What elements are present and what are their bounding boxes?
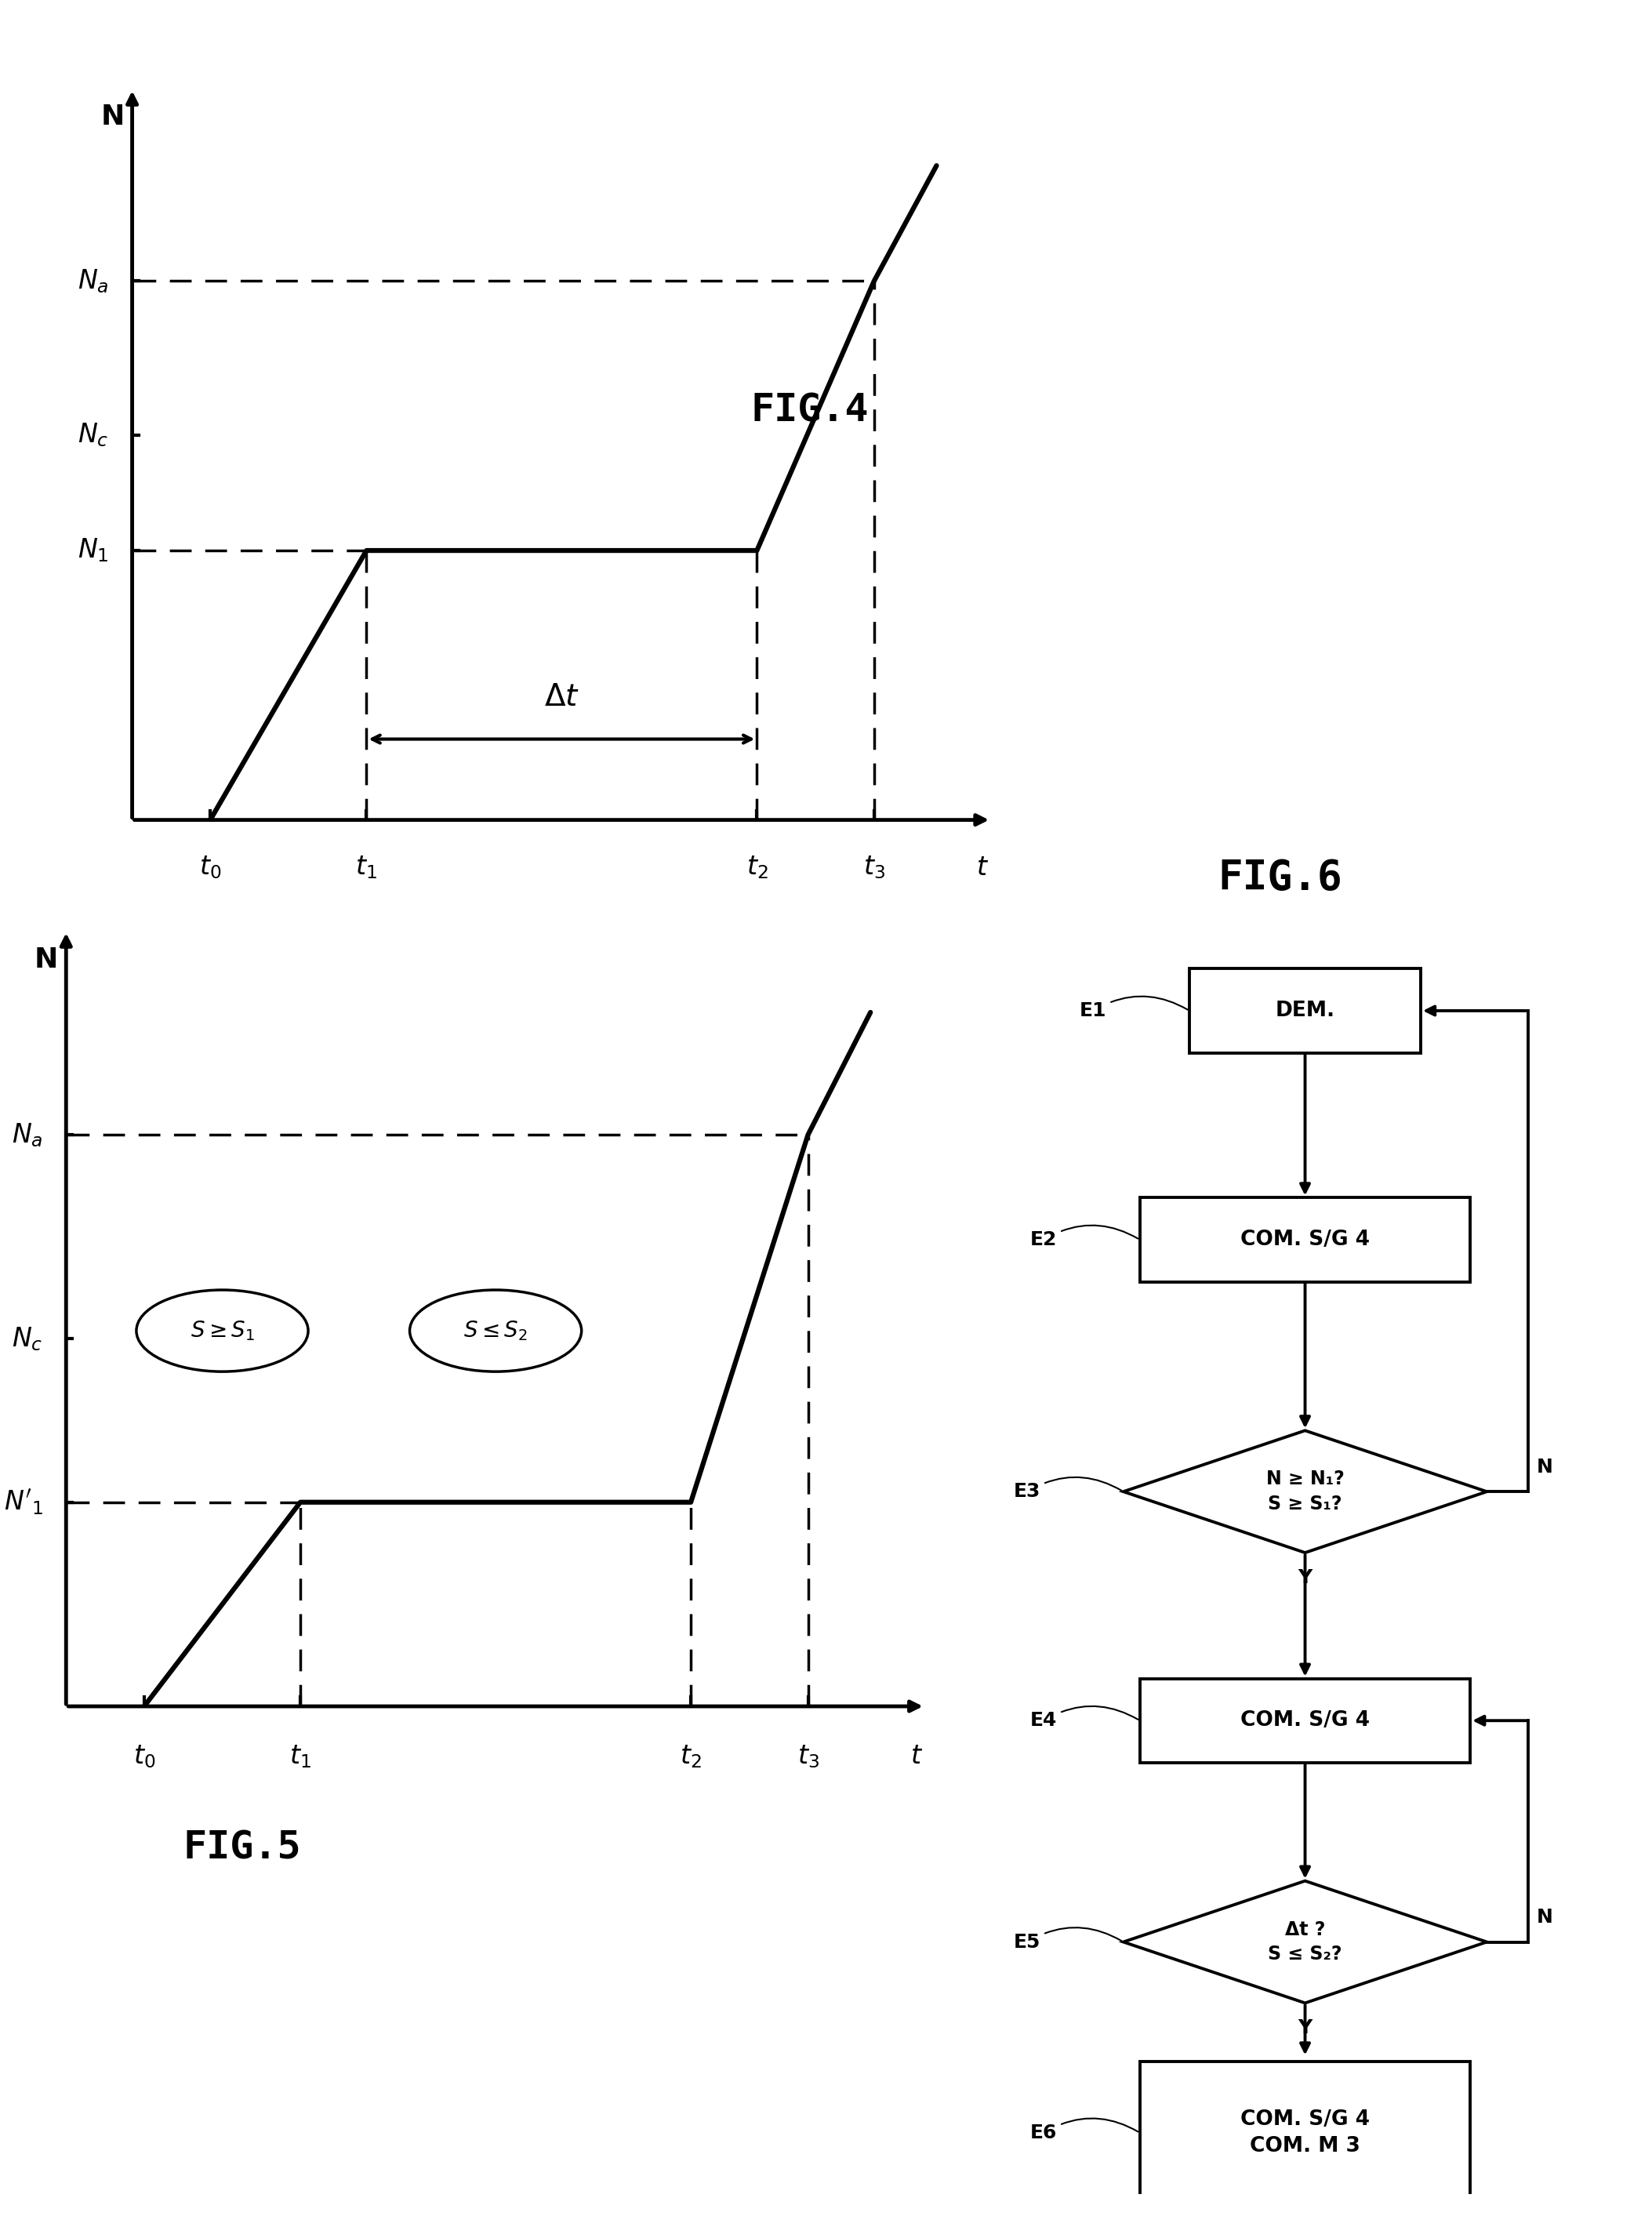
Text: COM. S/G 4: COM. S/G 4 xyxy=(1241,1230,1370,1250)
Text: DEM.: DEM. xyxy=(1275,1002,1335,1022)
FancyBboxPatch shape xyxy=(1140,2061,1470,2205)
Text: $t_3$: $t_3$ xyxy=(796,1744,819,1771)
Text: E6: E6 xyxy=(1031,2118,1138,2143)
Text: Y: Y xyxy=(1298,2019,1312,2037)
Text: $S \geq S_1$: $S \geq S_1$ xyxy=(190,1319,254,1343)
Text: $N'_1$: $N'_1$ xyxy=(3,1487,43,1516)
Text: $t$: $t$ xyxy=(976,855,990,880)
Text: $N_a$: $N_a$ xyxy=(78,268,109,295)
Text: $t$: $t$ xyxy=(910,1744,923,1768)
Text: COM. S/G 4
COM. M 3: COM. S/G 4 COM. M 3 xyxy=(1241,2110,1370,2156)
FancyBboxPatch shape xyxy=(1189,968,1421,1053)
Text: FIG.4: FIG.4 xyxy=(750,392,869,430)
Text: $N_a$: $N_a$ xyxy=(12,1121,43,1148)
Text: $t_3$: $t_3$ xyxy=(862,855,885,882)
Text: $N_c$: $N_c$ xyxy=(78,421,109,448)
Text: E2: E2 xyxy=(1031,1225,1138,1250)
Text: $t_1$: $t_1$ xyxy=(289,1744,311,1771)
Text: Y: Y xyxy=(1298,1569,1312,1587)
Text: E5: E5 xyxy=(1014,1928,1122,1952)
Text: FIG.5: FIG.5 xyxy=(183,1828,301,1866)
Text: $N_1$: $N_1$ xyxy=(78,536,109,565)
Text: N ≥ N₁?
S ≥ S₁?: N ≥ N₁? S ≥ S₁? xyxy=(1265,1469,1345,1514)
Text: Δt ?
S ≤ S₂?: Δt ? S ≤ S₂? xyxy=(1269,1919,1341,1963)
Text: N: N xyxy=(1536,1458,1553,1476)
Text: $t_2$: $t_2$ xyxy=(747,855,768,882)
Text: $t_2$: $t_2$ xyxy=(681,1744,702,1771)
Polygon shape xyxy=(1123,1432,1487,1553)
Text: $t_1$: $t_1$ xyxy=(355,855,377,882)
Text: N: N xyxy=(101,104,124,131)
FancyBboxPatch shape xyxy=(1140,1197,1470,1281)
Polygon shape xyxy=(1123,1881,1487,2003)
Text: E1: E1 xyxy=(1080,997,1188,1019)
Text: N: N xyxy=(1536,1908,1553,1926)
Text: $N_c$: $N_c$ xyxy=(12,1325,43,1352)
Text: $t_0$: $t_0$ xyxy=(134,1744,155,1771)
Text: E4: E4 xyxy=(1031,1706,1138,1731)
FancyBboxPatch shape xyxy=(1140,1680,1470,1762)
Text: $\Delta t$: $\Delta t$ xyxy=(544,683,580,711)
Text: N: N xyxy=(35,946,58,973)
Text: $S \leq S_2$: $S \leq S_2$ xyxy=(464,1319,527,1343)
Text: COM. S/G 4: COM. S/G 4 xyxy=(1241,1711,1370,1731)
Text: FIG.6: FIG.6 xyxy=(1218,858,1343,900)
Text: $t_0$: $t_0$ xyxy=(200,855,221,882)
Text: E3: E3 xyxy=(1014,1478,1122,1500)
